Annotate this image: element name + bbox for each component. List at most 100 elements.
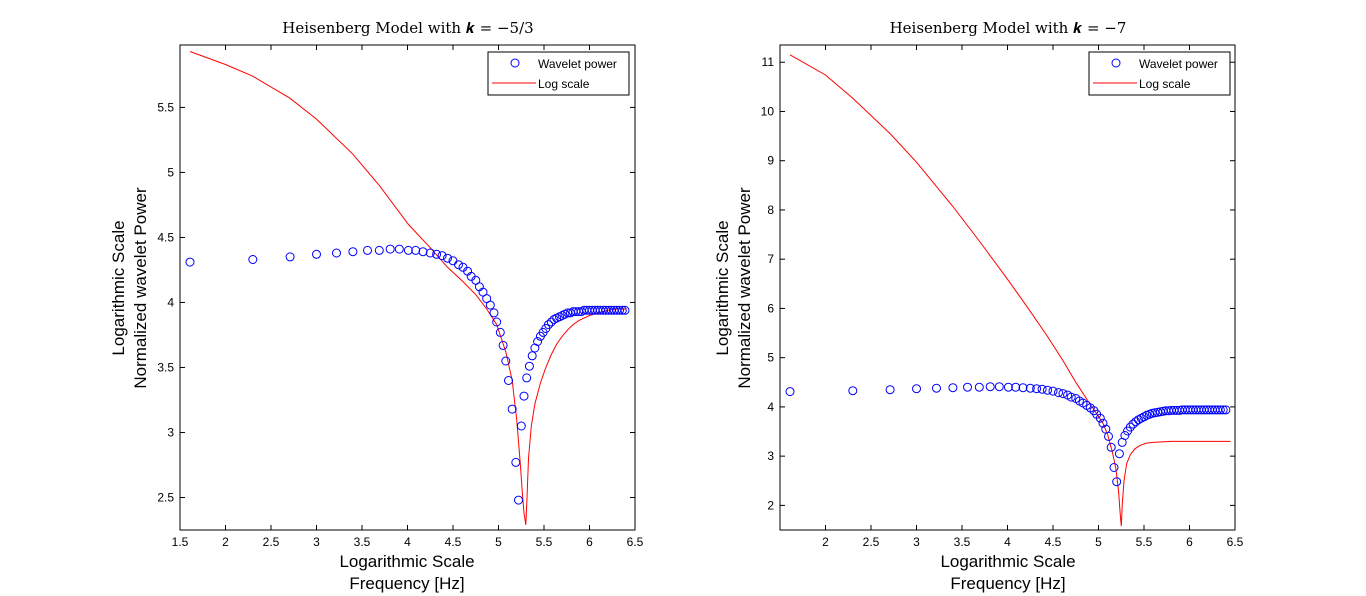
left-wavelet-point [363, 245, 372, 255]
left-chart-title: Heisenberg Model with 𝒌 = −5/3 [282, 19, 533, 37]
right-wavelet-point [1025, 383, 1035, 393]
right-wavelet-point [948, 383, 958, 393]
right-wavelet-point [1048, 386, 1058, 396]
right-wavelet-point [1128, 419, 1138, 429]
right-plot-area [779, 44, 1236, 531]
left-x-tick-label: 5 [495, 535, 502, 549]
right-y-tick-label: 2 [767, 498, 774, 512]
left-wavelet-point [454, 260, 463, 270]
left-x-tick-label: 6.5 [627, 535, 644, 549]
left-y-tick-label: 3 [167, 425, 174, 439]
left-wavelet-point [485, 300, 495, 310]
left-wavelet-point [385, 244, 395, 254]
right-wavelet-point [1037, 384, 1047, 394]
right-wavelet-point [848, 386, 858, 396]
left-x-tick-label: 5.5 [536, 535, 553, 549]
left-wavelet-point [507, 404, 517, 414]
left-wavelet-point [511, 457, 521, 467]
left-legend-log: Log scale [538, 77, 590, 91]
left-y-axis: 2.5 3 3.5 4 4.5 5 5.5 [157, 100, 635, 504]
left-legend-circle-icon [510, 58, 520, 68]
right-x-tick-label: 4.5 [1045, 535, 1062, 549]
left-x-tick-label: 6 [586, 535, 593, 549]
right-x-tick-label: 6 [1186, 535, 1193, 549]
left-x-tick-label: 3.5 [354, 535, 371, 549]
left-wavelet-point [418, 247, 428, 257]
right-y-axis: 2 3 4 5 6 7 8 9 10 11 [761, 55, 1235, 512]
right-y-tick-label: 10 [761, 104, 775, 118]
right-wavelet-power-markers [785, 382, 1231, 487]
right-wavelet-point [1011, 382, 1021, 392]
left-wavelet-point [495, 327, 505, 337]
left-wavelet-point [285, 252, 295, 262]
left-wavelet-point [332, 248, 341, 258]
right-x-axis: 2 2.5 3 3.5 4 4.5 5 5.5 6 6.5 [822, 45, 1244, 549]
right-wavelet-point [1106, 442, 1116, 452]
left-wavelet-point [527, 351, 537, 361]
left-wavelet-point [615, 305, 624, 315]
right-y-tick-label: 8 [767, 203, 774, 217]
left-wavelet-point [514, 495, 523, 505]
left-wavelet-point [492, 317, 502, 327]
left-wavelet-point [348, 247, 358, 257]
left-wavelet-point [312, 249, 321, 259]
right-x-tick-label: 6.5 [1227, 535, 1244, 549]
right-chart-title: Heisenberg Model with 𝒌 = −7 [890, 19, 1127, 37]
left-x-tick-label: 1.5 [172, 535, 189, 549]
left-y-tick-label: 4.5 [157, 230, 174, 244]
right-x-label-line-1: Logarithmic Scale [940, 552, 1075, 571]
left-x-tick-label: 4.5 [445, 535, 462, 549]
right-legend-box [1088, 51, 1231, 96]
left-wavelet-point [374, 245, 384, 255]
right-x-tick-label: 3.5 [954, 535, 971, 549]
left-wavelet-point [411, 245, 421, 255]
left-y-tick-label: 3.5 [157, 360, 174, 374]
left-x-tick-label: 2 [222, 535, 229, 549]
right-y-tick-label: 5 [767, 351, 774, 365]
left-y-label-line-2: Normalized wavelet Power [131, 187, 150, 389]
right-y-tick-label: 7 [767, 252, 774, 266]
left-legend: Wavelet power Log scale [487, 51, 630, 96]
right-wavelet-point [985, 382, 995, 392]
right-wavelet-point [932, 383, 941, 393]
left-wavelet-point [501, 356, 511, 366]
right-wavelet-point [1095, 413, 1105, 423]
left-wavelet-point [498, 340, 508, 350]
right-y-label-line-2: Normalized wavelet Power [735, 187, 754, 389]
right-wavelet-point [1104, 431, 1113, 441]
right-wavelet-point [912, 384, 921, 394]
right-y-tick-label: 6 [767, 301, 774, 315]
left-y-label-line-1: Logarithmic Scale [109, 220, 128, 355]
right-wavelet-point [1139, 412, 1149, 422]
left-wavelet-point [437, 251, 447, 261]
right-x-tick-label: 5.5 [1136, 535, 1153, 549]
left-log-scale-curve [189, 51, 626, 525]
left-wavelet-point [544, 320, 553, 330]
right-wavelet-point [1058, 389, 1068, 399]
right-wavelet-point [1054, 388, 1063, 398]
right-x-tick-label: 2.5 [863, 535, 880, 549]
left-legend-wavelet: Wavelet power [538, 57, 617, 71]
right-wavelet-point [1221, 405, 1231, 415]
left-wavelet-point [530, 343, 540, 353]
right-wavelet-point [1125, 422, 1135, 432]
left-wavelet-point [248, 255, 258, 264]
right-wavelet-point [785, 387, 795, 397]
right-wavelet-point [994, 382, 1004, 392]
right-legend-wavelet: Wavelet power [1139, 57, 1218, 71]
right-wavelet-point [1112, 477, 1122, 487]
left-x-tick-label: 4 [404, 535, 411, 549]
left-wavelet-point [522, 373, 532, 383]
right-x-tick-label: 3 [913, 535, 920, 549]
left-wavelet-point [504, 376, 513, 385]
right-wavelet-point [1120, 431, 1130, 440]
right-y-tick-label: 9 [767, 154, 774, 168]
right-log-scale-curve [789, 54, 1231, 527]
left-y-tick-label: 2.5 [157, 490, 174, 504]
right-wavelet-point [1098, 418, 1108, 428]
left-wavelet-point [432, 249, 442, 259]
right-wavelet-point [1003, 382, 1013, 392]
left-wavelet-point [185, 257, 195, 267]
left-wavelet-point [394, 244, 404, 254]
